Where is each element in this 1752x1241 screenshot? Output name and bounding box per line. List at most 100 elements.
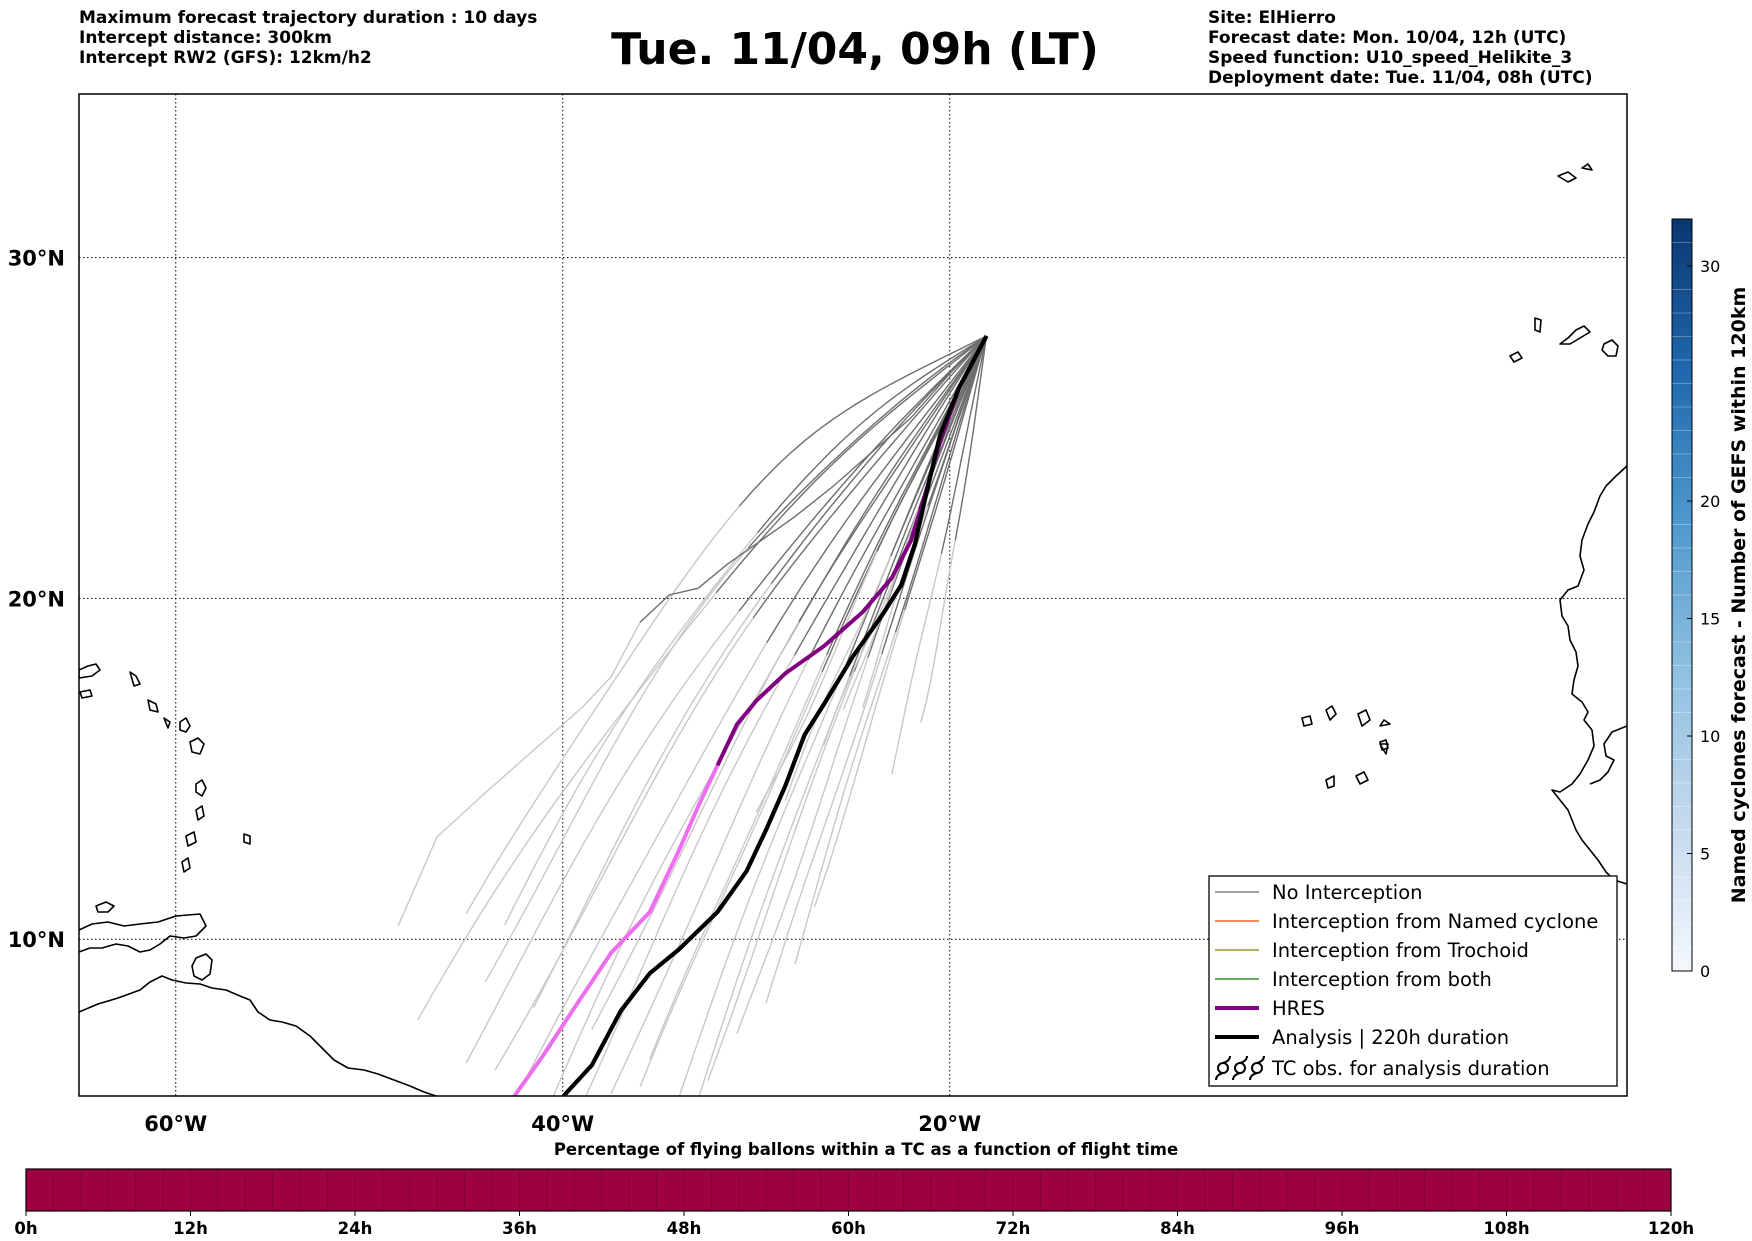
colorbar-tick-label: 0 (1700, 962, 1710, 981)
lon-tick-label: 40°W (531, 1112, 594, 1136)
coast-canaries-2 (1559, 325, 1591, 345)
trajectory-early-5 (793, 335, 988, 656)
legend-item-no-interception: No Interception (1215, 881, 1423, 904)
colorbar-tick-label: 5 (1700, 845, 1710, 864)
bottom-bar-tick-label: 24h (338, 1219, 373, 1238)
trajectory-early-13 (904, 335, 988, 611)
bottom-bar-tick-label: 48h (667, 1219, 702, 1238)
coast-cape-verde-7 (1355, 771, 1369, 785)
trajectory-late-18 (649, 654, 828, 1060)
max-duration-text: Maximum forecast trajectory duration : 1… (79, 8, 538, 28)
coast-madeira (1557, 171, 1577, 183)
map-frame (78, 93, 1628, 1097)
hres-trajectory-late (512, 764, 720, 1096)
bottom-bar-tick-label: 72h (996, 1219, 1031, 1238)
trajectory-early-17 (798, 335, 988, 622)
legend-box (1208, 875, 1618, 1087)
trajectory-early-14 (738, 335, 987, 507)
bottom-flight-time-bar: Percentage of flying ballons within a TC… (14, 1140, 1694, 1238)
trajectory-late-8 (678, 678, 842, 1096)
legend-label-analysis: Analysis | 220h duration (1272, 1026, 1509, 1049)
trajectory-late-24 (920, 540, 956, 723)
trajectory-north-late (397, 621, 641, 926)
trajectory-north-early (639, 335, 988, 623)
legend: No Interception Interception from Named … (1208, 875, 1618, 1087)
coast-lesser-antilles-3 (195, 779, 207, 797)
trajectory-late-11 (765, 653, 883, 1004)
legend-label-trochoid: Interception from Trochoid (1272, 939, 1529, 962)
coast-cape-verde-2 (1325, 705, 1337, 721)
analysis-trajectory (561, 335, 989, 1096)
coast-venezuela-north (79, 913, 207, 953)
trajectory-late-17 (591, 621, 800, 1030)
coast-lesser-antilles-2 (179, 717, 191, 733)
colorbar-ticks: 0 5 10 15 20 30 (1672, 242, 1720, 981)
trajectory-early-15 (757, 335, 987, 534)
trajectory-late-12 (794, 632, 897, 965)
legend-item-both: Interception from both (1215, 968, 1492, 991)
trajectory-early-24 (954, 335, 988, 541)
bottom-bar-ticks (53, 1169, 1644, 1211)
lat-tick-label: 20°N (8, 587, 65, 611)
forecast-date-text: Forecast date: Mon. 10/04, 12h (UTC) (1208, 28, 1567, 48)
deployment-date-text: Deployment date: Tue. 11/04, 08h (UTC) (1208, 68, 1593, 88)
bottom-bar-tick-label: 120h (1648, 1219, 1694, 1238)
colorbar-tick-label: 20 (1700, 492, 1720, 511)
trajectory-early-12 (894, 335, 988, 633)
lon-tick-label: 20°W (918, 1112, 981, 1136)
colorbar-tick-label: 30 (1700, 257, 1720, 276)
legend-label-no-interception: No Interception (1272, 881, 1423, 904)
coast-cape-verde-4 (1379, 719, 1391, 727)
map-area: 60°W 40°W 20°W 30°N 20°N 10°N No Interception… (8, 93, 1628, 1136)
trajectory-early-20 (747, 335, 987, 549)
page-title: Tue. 11/04, 09h (LT) (611, 24, 1099, 75)
coast-lesser-antilles-5 (185, 831, 197, 847)
trajectory-early-27 (927, 335, 988, 507)
trajectory-early-1 (738, 335, 987, 612)
legend-item-analysis: Analysis | 220h duration (1215, 1026, 1509, 1049)
bottom-bar-tick-label: 108h (1483, 1219, 1529, 1238)
bottom-bar-tick-label: 60h (831, 1219, 866, 1238)
coast-canaries-4 (1509, 351, 1523, 363)
lat-tick-label: 10°N (8, 928, 65, 952)
legend-label-both: Interception from both (1272, 968, 1492, 991)
legend-label-hres: HRES (1272, 997, 1325, 1020)
intercept-distance-text: Intercept distance: 300km (79, 28, 332, 48)
trajectory-late-16 (533, 583, 772, 1008)
coast-leeward-2 (147, 699, 159, 713)
trajectory-early-23 (940, 335, 988, 554)
intercept-rw2-text: Intercept RW2 (GFS): 12km/h2 (79, 48, 372, 68)
trajectory-late-14 (465, 505, 740, 915)
coast-cape-verde-8 (1379, 743, 1389, 755)
legend-item-trochoid: Interception from Trochoid (1215, 939, 1529, 962)
coast-leeward-3 (163, 717, 171, 729)
trajectory-late-2 (494, 617, 754, 1071)
coastlines (79, 163, 1627, 1096)
coast-africa-west (1551, 465, 1627, 885)
trajectory-late-3 (523, 642, 768, 1083)
trajectory-late-10 (736, 657, 869, 1034)
trajectory-late-13 (813, 609, 906, 908)
bottom-bar-tick-label: 96h (1325, 1219, 1360, 1238)
bottom-bar-tick-label: 12h (173, 1219, 208, 1238)
trajectory-late-6 (610, 659, 809, 1094)
map-gridlines (79, 94, 1627, 1096)
trajectory-late-20 (484, 547, 750, 983)
trajectory-late-5 (585, 655, 796, 1096)
coast-lesser-antilles-1 (189, 737, 205, 755)
header-left-info: Maximum forecast trajectory duration : 1… (79, 8, 537, 68)
trajectory-early-0 (715, 335, 987, 594)
coast-lesser-antilles-6 (181, 857, 191, 873)
bottom-bar-title: Percentage of flying ballons within a TC… (554, 1140, 1178, 1159)
legend-item-hres: HRES (1215, 997, 1325, 1020)
coast-cape-verde-1 (1301, 715, 1313, 727)
trajectory-late-7 (639, 671, 823, 1088)
coast-leeward-1 (129, 671, 141, 687)
bottom-bar-tick-labels: 0h 12h 24h 36h 48h 60h 72h 84h 96h 108h 120h (14, 1211, 1694, 1238)
trajectory-late-19 (698, 675, 851, 1096)
lon-tick-label: 60°W (144, 1112, 207, 1136)
coast-south-america (79, 975, 437, 1096)
coast-canaries-3 (1601, 339, 1619, 357)
hres-trajectory (715, 335, 989, 767)
coast-cape-verde-3 (1357, 709, 1371, 727)
